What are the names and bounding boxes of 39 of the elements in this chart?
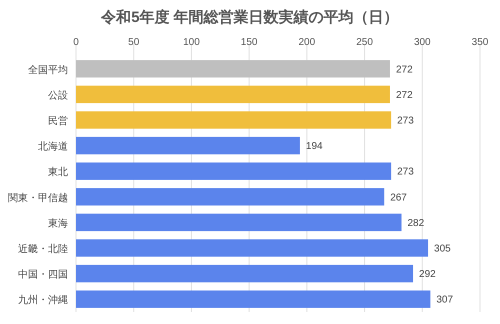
bar bbox=[76, 188, 384, 206]
bar bbox=[76, 136, 300, 154]
y-tick-label: 近畿・北陸 bbox=[18, 243, 68, 255]
y-tick-label: 東北 bbox=[48, 166, 68, 178]
bar bbox=[76, 111, 392, 129]
data-label: 272 bbox=[396, 64, 414, 76]
data-label: 273 bbox=[397, 116, 414, 126]
data-label: 307 bbox=[436, 294, 454, 306]
chart-title: 令和5年度 年間総営業日数実績の平均（日） bbox=[100, 8, 399, 26]
x-tick-label: 150 bbox=[240, 37, 258, 48]
y-tick-label: 九州・沖縄 bbox=[18, 294, 68, 306]
data-label: 273 bbox=[397, 166, 414, 178]
x-tick-label: 50 bbox=[128, 37, 140, 48]
x-tick-label: 300 bbox=[414, 37, 432, 48]
data-label: 194 bbox=[306, 141, 324, 152]
x-tick-label: 250 bbox=[356, 37, 374, 48]
bar bbox=[76, 162, 392, 180]
data-label: 272 bbox=[396, 90, 414, 101]
bar bbox=[76, 264, 414, 282]
y-tick-label: 東海 bbox=[48, 217, 68, 230]
bar bbox=[76, 86, 390, 104]
x-tick-label: 100 bbox=[183, 37, 200, 48]
bar bbox=[76, 214, 402, 232]
y-tick-label: 公設 bbox=[48, 89, 68, 102]
y-tick-label: 関東・甲信越 bbox=[8, 192, 68, 204]
y-tick-label: 北海道 bbox=[38, 140, 68, 153]
bar bbox=[76, 239, 428, 257]
y-tick-label: 中国・四国 bbox=[18, 268, 68, 281]
bar bbox=[76, 60, 390, 78]
y-tick-label: 全国平均 bbox=[28, 64, 68, 76]
data-label: 305 bbox=[434, 244, 452, 254]
x-tick-label: 200 bbox=[298, 37, 316, 48]
data-label: 267 bbox=[390, 192, 408, 204]
bar bbox=[76, 290, 430, 308]
data-label: 282 bbox=[408, 218, 425, 229]
x-tick-label: 0 bbox=[73, 37, 80, 48]
x-tick-label: 350 bbox=[472, 37, 489, 48]
y-tick-label: 民営 bbox=[48, 115, 68, 127]
data-label: 292 bbox=[419, 269, 436, 280]
